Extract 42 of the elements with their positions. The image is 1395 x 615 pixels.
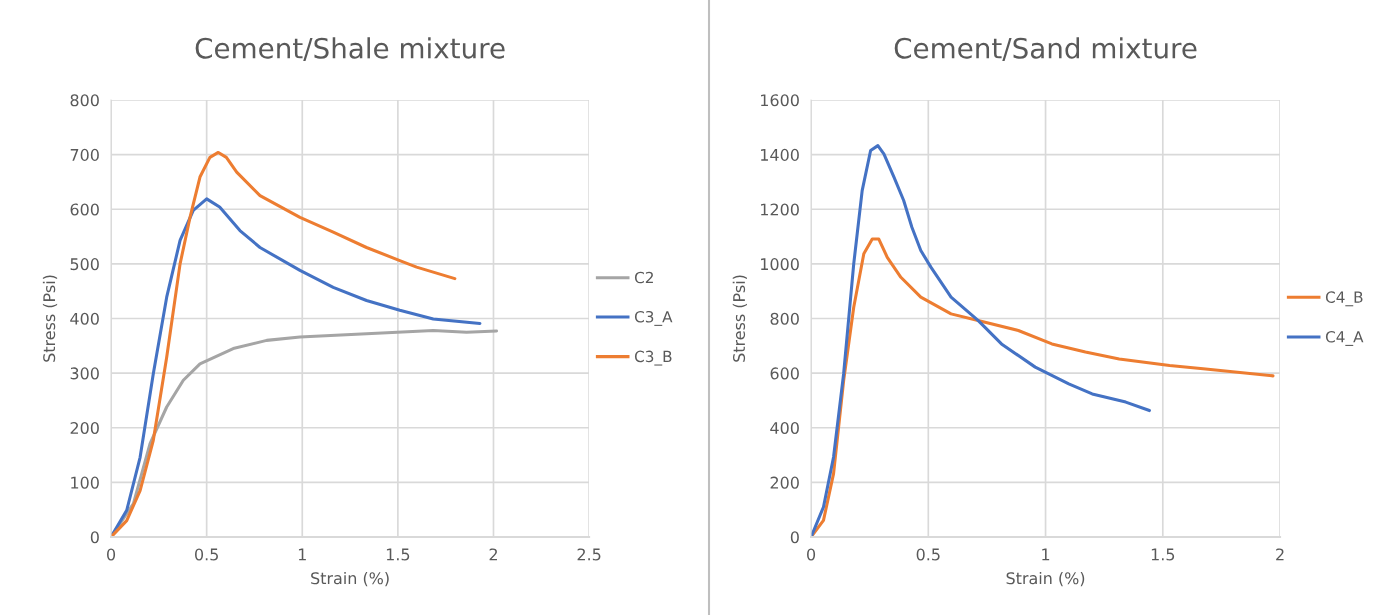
y-tick-label: 0 — [90, 531, 99, 544]
x-tick-label: 2 — [489, 548, 497, 561]
y-tick-label: 0 — [790, 531, 799, 544]
y-tick-label: 200 — [70, 421, 99, 435]
y-axis-title: Stress (Psi) — [42, 275, 58, 362]
x-tick-label: 1.5 — [1151, 548, 1175, 561]
y-tick-label: 400 — [770, 421, 799, 435]
x-tick-label: 1.5 — [386, 548, 410, 561]
legend-label: C3_B — [634, 350, 672, 366]
legend-label: C4_B — [1325, 291, 1363, 307]
y-tick-label: 1600 — [761, 94, 799, 107]
x-tick-label: 0 — [107, 548, 116, 561]
y-tick-label: 200 — [770, 476, 799, 489]
y-tick-label: 800 — [70, 94, 99, 107]
y-tick-label: 400 — [70, 312, 99, 325]
y-tick-label: 100 — [71, 476, 99, 489]
y-tick-label: 800 — [770, 312, 799, 325]
x-axis-title: Strain (%) — [1006, 571, 1085, 587]
chart-title: Cement/Sand mixture — [894, 37, 1197, 61]
y-tick-label: 600 — [770, 367, 799, 380]
line-series — [111, 150, 457, 538]
x-tick-label: 0.5 — [195, 548, 218, 561]
x-tick-label: 0.5 — [916, 548, 940, 561]
y-tick-label: 300 — [70, 367, 99, 380]
line-series — [811, 144, 1151, 538]
y-axis-title: Stress (Psi) — [732, 275, 747, 362]
x-tick-label: 0 — [807, 548, 816, 561]
legend-label: C2 — [634, 271, 653, 284]
x-tick-label: 2.5 — [577, 548, 601, 561]
x-tick-label: 1 — [298, 548, 306, 561]
x-tick-label: 2 — [1276, 548, 1284, 561]
y-tick-label: 1200 — [761, 203, 799, 216]
y-tick-label: 600 — [70, 203, 99, 216]
y-tick-label: 500 — [70, 258, 99, 271]
chart-title: Cement/Shale mixture — [195, 37, 505, 61]
y-tick-label: 700 — [70, 148, 99, 161]
legend-label: C3_A — [634, 310, 673, 326]
x-axis-title: Strain (%) — [311, 571, 389, 587]
y-tick-label: 1000 — [761, 258, 799, 271]
y-tick-label: 1400 — [761, 148, 799, 161]
x-tick-label: 1 — [1042, 548, 1050, 561]
legend-label: C4_A — [1325, 331, 1364, 346]
